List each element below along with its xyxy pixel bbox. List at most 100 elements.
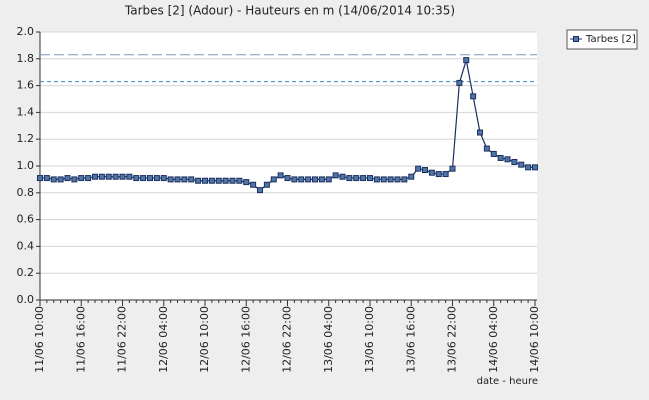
point [504,156,511,163]
point [435,171,442,178]
legend-marker [573,36,579,42]
chart-title: Tarbes [2] (Adour) - Hauteurs en m (14/0… [124,4,455,18]
y-tick-label: 1.4 [17,105,35,118]
point [57,176,64,183]
point [85,175,92,182]
point [71,176,78,183]
point [140,175,147,182]
point [428,169,435,176]
x-tick-label: 11/06 22:00 [116,306,129,373]
point [490,150,497,157]
point [37,175,43,182]
point [346,175,353,182]
point [105,173,112,180]
y-tick-label: 1.0 [17,159,35,172]
point [147,175,153,182]
point [167,176,174,183]
point [174,176,181,183]
point [367,175,373,182]
legend-label: Tarbes [2] [585,34,636,45]
point [119,173,126,180]
point [43,175,50,182]
y-tick-label: 0.6 [17,213,35,226]
point [257,187,263,194]
point [305,176,312,183]
legend [566,29,638,50]
point [401,176,408,183]
point [284,175,291,182]
point [470,93,477,100]
point [408,173,415,180]
point [477,129,483,136]
y-tick-label: 0.8 [17,186,35,199]
point [195,177,202,184]
point [202,177,208,184]
point [387,176,394,183]
point [92,173,98,180]
point [126,173,133,180]
x-tick-label: 13/06 04:00 [322,306,335,373]
y-tick-label: 0.0 [17,293,35,306]
point [339,173,346,180]
point [291,176,298,183]
y-tick-label: 0.2 [17,266,35,279]
point [456,79,463,86]
point [250,181,257,188]
point [312,176,318,183]
point [64,175,71,182]
point [133,175,140,182]
point [160,175,167,182]
point [373,176,380,183]
point [243,179,250,186]
x-tick-label: 11/06 16:00 [74,306,87,373]
point [229,177,236,184]
point [78,175,85,182]
point [511,158,518,165]
point [298,176,305,183]
point [442,171,449,178]
point [50,176,57,183]
x-tick-label: 13/06 16:00 [404,306,417,373]
point [497,154,504,161]
point [270,176,277,183]
point [380,176,387,183]
point [463,57,470,64]
y-tick-label: 0.4 [17,239,35,252]
x-tick-label: 12/06 10:00 [198,306,211,373]
point [215,177,222,184]
point [532,164,538,171]
point [483,145,490,152]
point [525,164,532,171]
point [188,176,195,183]
x-tick-label: 12/06 16:00 [239,306,252,373]
x-tick-label: 13/06 22:00 [446,306,459,373]
point [415,165,422,172]
x-tick-label: 14/06 04:00 [487,306,500,373]
point [422,167,428,174]
x-tick-label: 13/06 10:00 [363,306,376,373]
point [263,181,270,188]
y-tick-label: 1.8 [17,52,35,65]
point [236,177,243,184]
point [353,175,360,182]
point [325,176,332,183]
point [518,161,525,168]
x-tick-label: 12/06 22:00 [281,306,294,373]
y-tick-label: 1.6 [17,79,35,92]
x-tick-label: 14/06 10:00 [528,306,541,373]
point [394,176,401,183]
point [222,177,229,184]
point [318,176,325,183]
point [360,175,367,182]
y-tick-label: 2.0 [17,25,35,38]
point [153,175,160,182]
point [332,172,339,179]
point [98,173,105,180]
y-tick-label: 1.2 [17,132,35,145]
x-axis-label: date - heure [477,376,538,387]
point [277,172,284,179]
point [112,173,119,180]
point [181,176,188,183]
point [208,177,215,184]
